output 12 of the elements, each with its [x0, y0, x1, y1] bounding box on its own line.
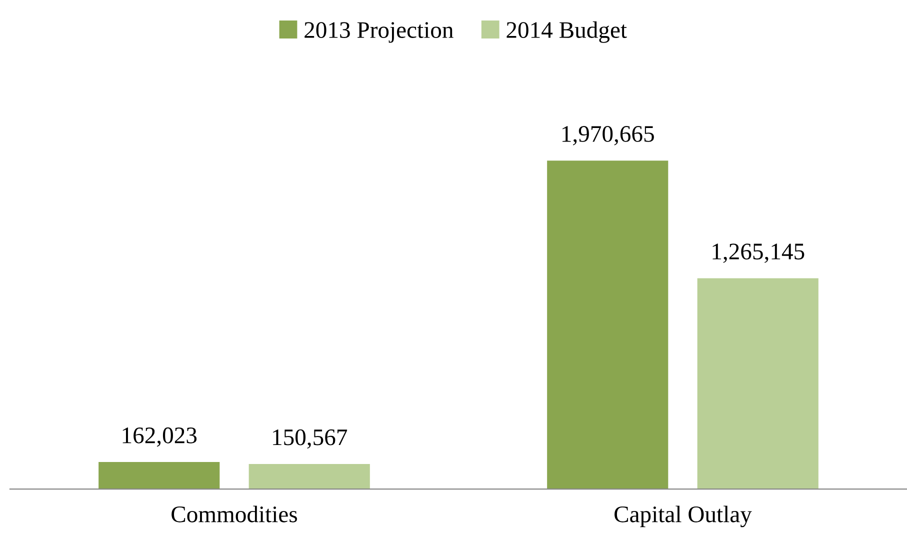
- data-label: 162,023: [122, 427, 197, 447]
- bar: [98, 462, 220, 490]
- data-label: 1,970,665: [562, 126, 654, 146]
- bar: [697, 278, 818, 490]
- x-tick-label: Commodities: [172, 506, 297, 522]
- x-tick-label: Capital Outlay: [614, 506, 752, 528]
- bar: [248, 464, 370, 490]
- data-label: 1,265,145: [712, 244, 804, 263]
- bar: [547, 160, 668, 490]
- legend-label: 2014 Budget: [506, 21, 627, 43]
- legend-label: 2013 Projection: [304, 22, 454, 43]
- data-label: 150,567: [273, 429, 348, 449]
